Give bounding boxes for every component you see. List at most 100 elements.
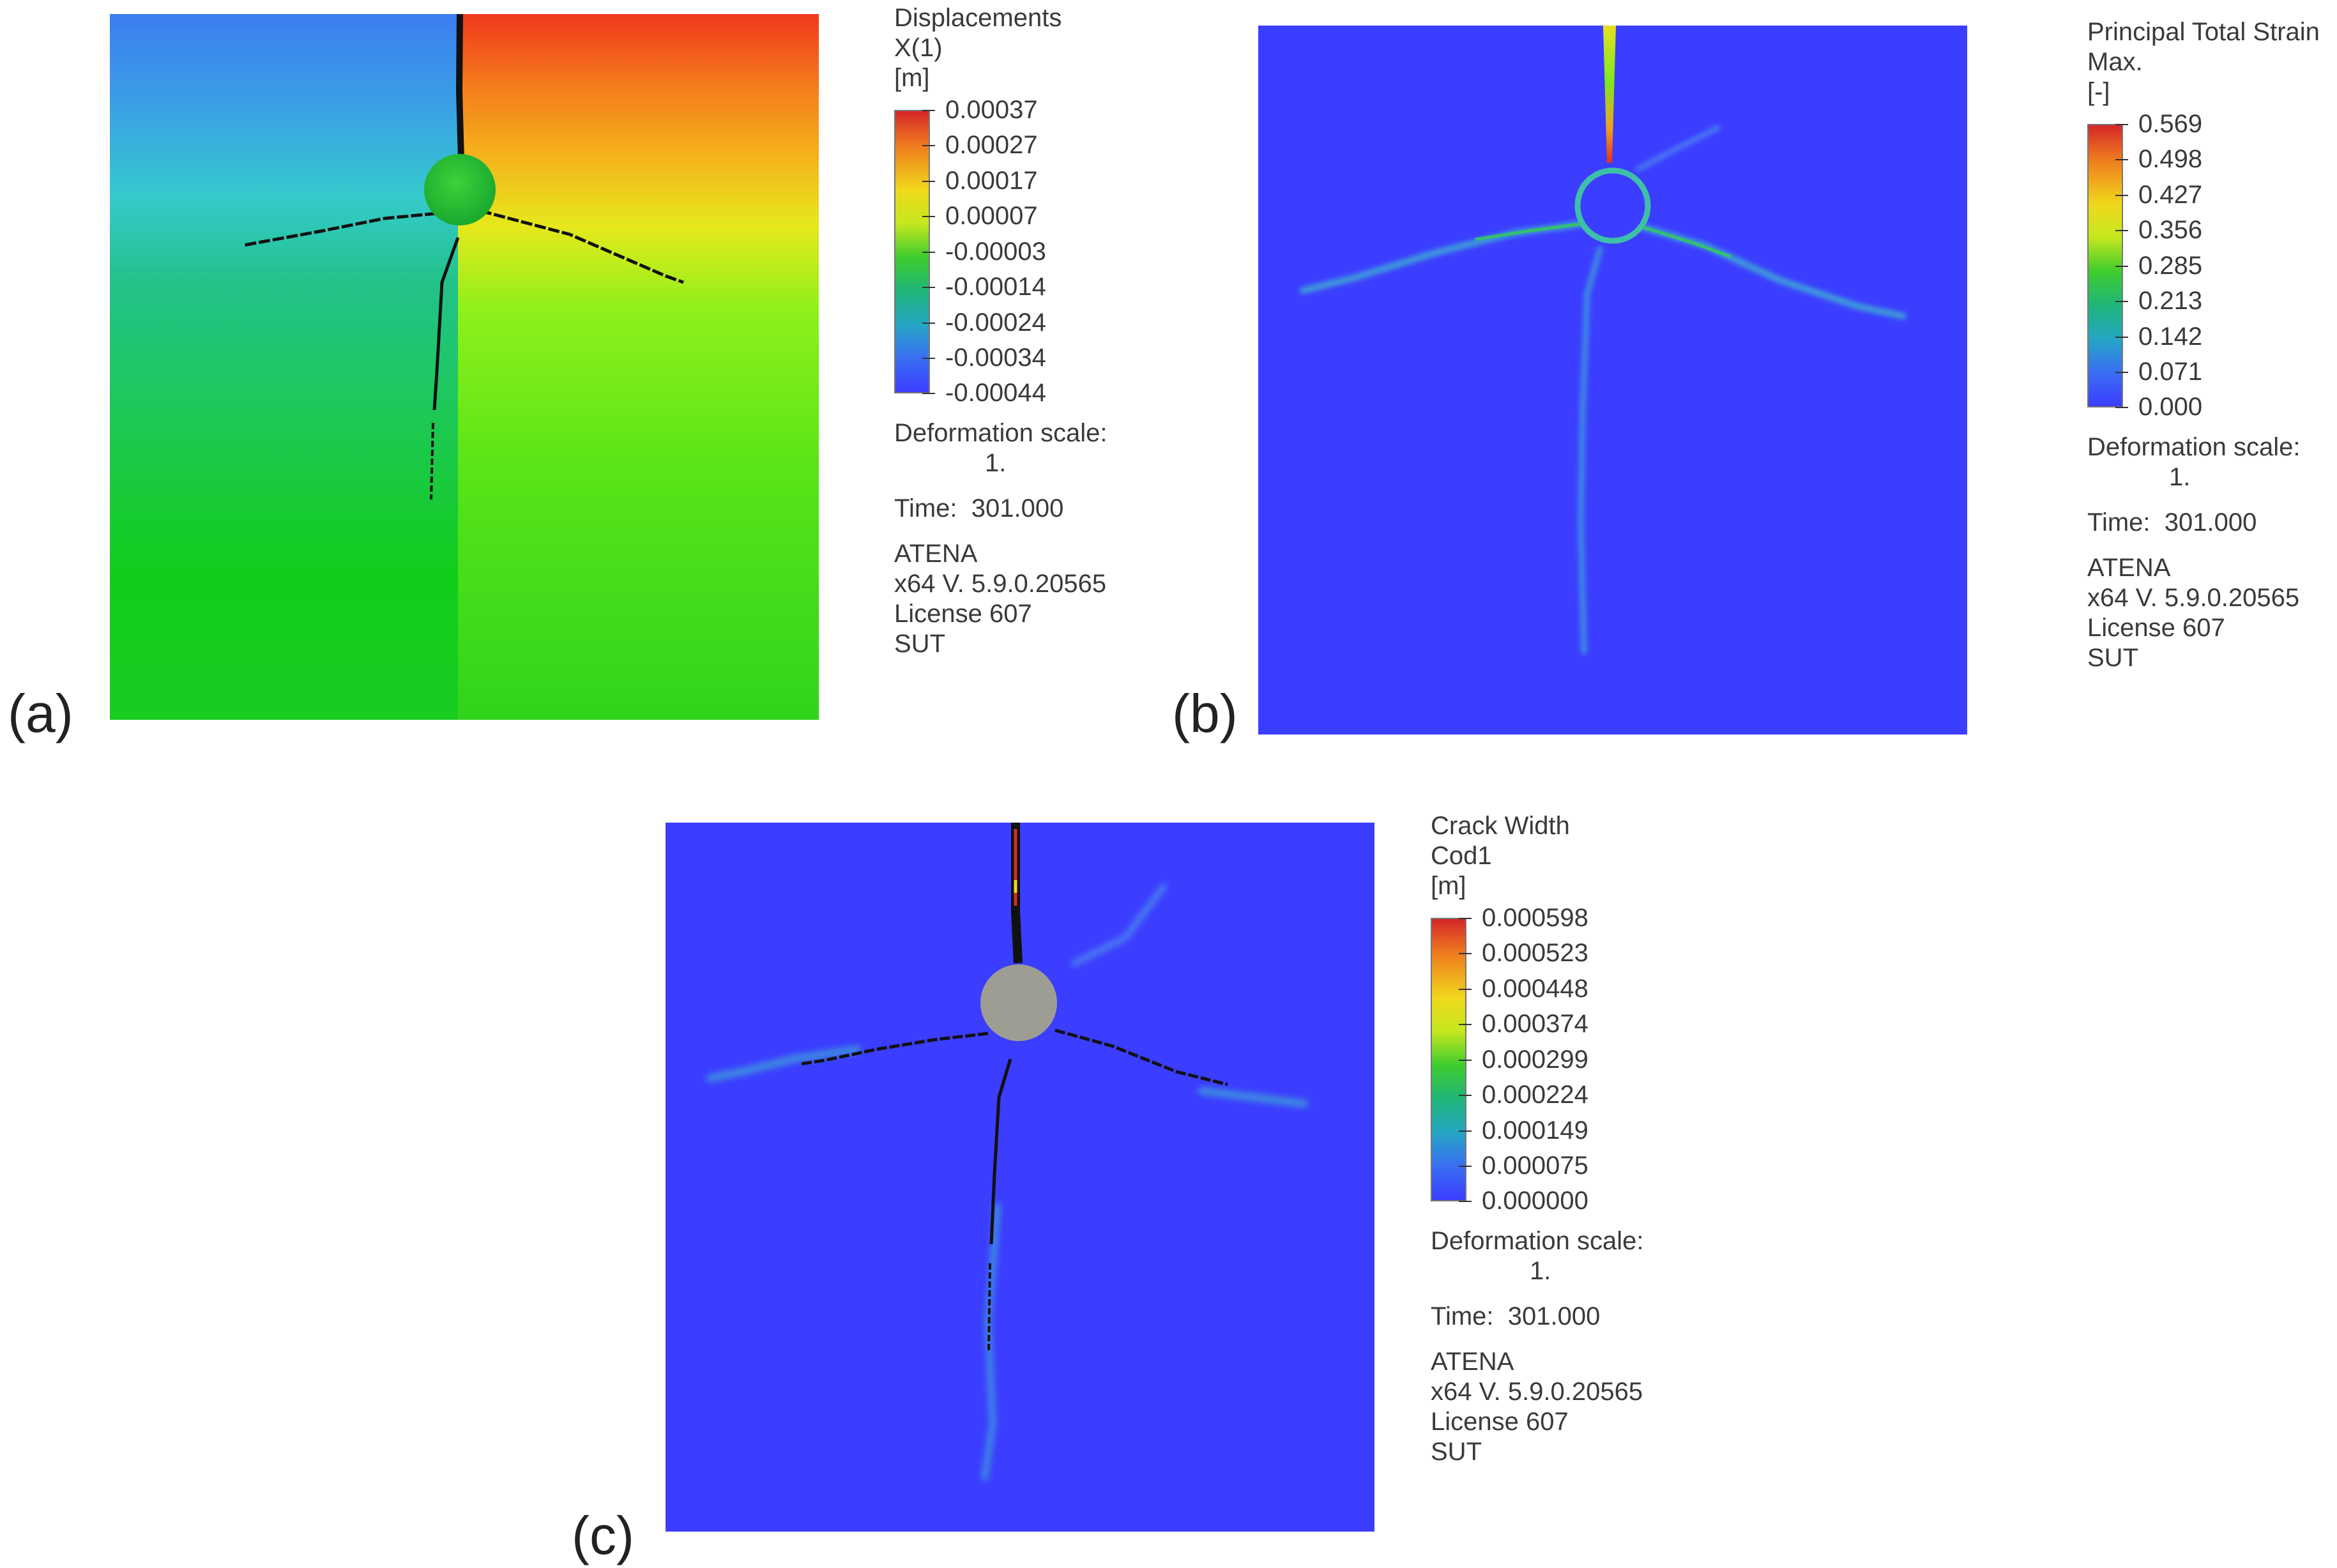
panel-b-strain-plot xyxy=(1258,26,1967,735)
legend-a-tick-mark xyxy=(922,393,935,394)
legend-a-tick-label: 0.00037 xyxy=(945,96,1038,124)
legend-b-tick-label: 0.213 xyxy=(2138,287,2203,315)
legend-a-tick-label: -0.00003 xyxy=(945,238,1046,266)
panel-a-crack-right xyxy=(480,209,684,284)
legend-b-tick-label: 0.498 xyxy=(2138,145,2203,173)
panel-a-crack-left xyxy=(243,209,465,247)
panel-a-left-field xyxy=(110,14,458,720)
legend-c-tick-mark xyxy=(1459,1201,1472,1202)
legend-c-tick-mark xyxy=(1459,989,1472,990)
panel-b-field xyxy=(1258,26,1967,735)
legend-c-license: License 607 xyxy=(1431,1408,1569,1436)
legend-a-deformation-label: Deformation scale: xyxy=(894,419,1108,447)
legend-a-title-2: X(1) xyxy=(894,34,943,62)
legend-b-license: License 607 xyxy=(2087,614,2225,642)
panel-c-crack-right xyxy=(1054,1028,1228,1086)
legend-a-version: x64 V. 5.9.0.20565 xyxy=(894,570,1107,598)
legend-c-tick-mark xyxy=(1459,1060,1472,1061)
legend-c-title-2: Cod1 xyxy=(1431,842,1492,870)
legend-c-title-3: [m] xyxy=(1431,872,1466,900)
legend-c-tick-label: 0.000224 xyxy=(1482,1081,1588,1109)
legend-b-deformation-label: Deformation scale: xyxy=(2087,433,2301,461)
legend-b-tick-label: 0.427 xyxy=(2138,181,2203,209)
legend-a-tick-mark xyxy=(922,287,935,288)
legend-b-tick-label: 0.569 xyxy=(2138,110,2203,138)
legend-b-tick-label: 0.000 xyxy=(2138,393,2203,421)
legend-a-deformation-value: 1. xyxy=(985,449,1007,477)
legend-a-tick-label: -0.00034 xyxy=(945,344,1046,372)
legend-b-tick-mark xyxy=(2115,407,2128,408)
legend-a-tick-mark xyxy=(922,145,935,146)
panel-b-inclusion-ring xyxy=(1574,167,1651,244)
legend-c-tick-label: 0.000374 xyxy=(1482,1010,1588,1038)
legend-b-tick-label: 0.142 xyxy=(2138,323,2203,351)
legend-b-tick-mark xyxy=(2115,230,2128,231)
legend-a-tick-mark xyxy=(922,252,935,253)
panel-a-inclusion xyxy=(424,154,496,225)
legend-a-tick-label: 0.00027 xyxy=(945,131,1038,159)
legend-b-tick-mark xyxy=(2115,159,2128,160)
legend-b-software: ATENA xyxy=(2087,554,2171,582)
legend-b-info: Deformation scale: 1. Time: 301.000 ATEN… xyxy=(2087,432,2320,673)
legend-c-info: Deformation scale: 1. Time: 301.000 ATEN… xyxy=(1431,1226,1643,1467)
legend-b-title-2: Max. xyxy=(2087,48,2143,76)
panel-c-band-bottom xyxy=(982,1203,1001,1480)
legend-c-software: ATENA xyxy=(1431,1348,1514,1376)
panel-c-crack-bottom xyxy=(989,1058,1012,1245)
legend-b-time: Time: 301.000 xyxy=(2087,508,2320,538)
legend-a-tick-label: -0.00014 xyxy=(945,273,1046,301)
legend-c-time-value: 301.000 xyxy=(1507,1302,1601,1330)
legend-a-time-label: Time: xyxy=(894,494,957,522)
legend-c-time: Time: 301.000 xyxy=(1431,1302,1643,1332)
legend-a-time-value: 301.000 xyxy=(971,494,1064,522)
legend-b-institution: SUT xyxy=(2087,644,2138,672)
legend-b-tick-mark xyxy=(2115,124,2128,125)
legend-a-tick-mark xyxy=(922,323,935,324)
panel-c-band-right xyxy=(1198,1087,1308,1107)
legend-a-institution: SUT xyxy=(894,630,945,658)
legend-c-tick-mark xyxy=(1459,1024,1472,1025)
legend-a-title-1: Displacements xyxy=(894,4,1062,32)
panel-b-band-upright xyxy=(1636,125,1721,172)
legend-c-tick-mark xyxy=(1459,1166,1472,1167)
legend-c-tick-label: 0.000075 xyxy=(1482,1152,1588,1180)
legend-c-version: x64 V. 5.9.0.20565 xyxy=(1431,1378,1643,1406)
panel-b-band-right-core xyxy=(1641,225,1732,259)
legend-c-tick-label: 0.000299 xyxy=(1482,1046,1588,1074)
legend-b-tick-label: 0.285 xyxy=(2138,252,2203,280)
legend-b-time-label: Time: xyxy=(2087,508,2150,537)
legend-c-colorbar-wrap: 0.000598 0.000523 0.000448 0.000374 0.00… xyxy=(1431,904,1643,1215)
panel-a-crack-bottom xyxy=(432,237,460,411)
legend-b-tick-mark xyxy=(2115,266,2128,267)
legend-c-tick-label: 0.000523 xyxy=(1482,939,1588,967)
legend-b-tick-mark xyxy=(2115,195,2128,196)
panel-c-crack-bands xyxy=(706,883,1308,1480)
legend-b-version: x64 V. 5.9.0.20565 xyxy=(2087,584,2300,612)
legend-c-time-label: Time: xyxy=(1431,1302,1494,1330)
legend-c-title-1: Crack Width xyxy=(1431,812,1570,840)
panel-b-band-bottom xyxy=(1578,246,1603,655)
panel-c-crack-bottom-lower xyxy=(987,1263,991,1353)
legend-b-title-1: Principal Total Strain xyxy=(2087,18,2320,46)
legend-a-info: Deformation scale: 1. Time: 301.000 ATEN… xyxy=(894,418,1107,659)
panel-c-inclusion xyxy=(980,964,1057,1041)
legend-a-tick-label: 0.00007 xyxy=(945,202,1038,230)
legend-b-colorbar-wrap: 0.569 0.498 0.427 0.356 0.285 0.213 0.14… xyxy=(2087,110,2320,421)
legend-a-title-3: [m] xyxy=(894,64,930,92)
legend-b-time-value: 301.000 xyxy=(2164,508,2257,537)
legend-c-deformation-value: 1. xyxy=(1530,1257,1551,1285)
legend-b-deformation-value: 1. xyxy=(2169,463,2191,491)
legend-a-software: ATENA xyxy=(894,540,978,568)
legend-b-tick-label: 0.071 xyxy=(2138,358,2203,386)
panel-a-right-field xyxy=(458,14,819,720)
legend-a-tick-mark xyxy=(922,110,935,111)
legend-c: Crack Width Cod1 [m] 0.000598 0.000523 0… xyxy=(1431,811,1643,1467)
legend-b: Principal Total Strain Max. [-] 0.569 0.… xyxy=(2087,17,2320,673)
legend-b-tick-mark xyxy=(2115,372,2128,373)
legend-c-tick-mark xyxy=(1459,1095,1472,1096)
legend-b-tick-mark xyxy=(2115,301,2128,302)
panel-b-band-left-core xyxy=(1475,222,1585,241)
legend-a-tick-mark xyxy=(922,358,935,359)
legend-c-institution: SUT xyxy=(1431,1438,1482,1466)
legend-c-tick-label: 0.000598 xyxy=(1482,904,1588,932)
